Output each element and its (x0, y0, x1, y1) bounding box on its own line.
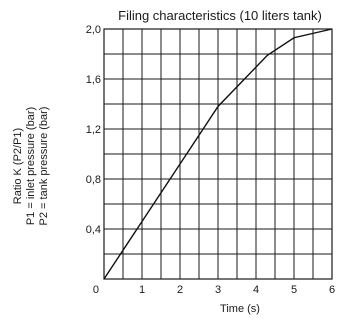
y-tick-label: 2,0 (86, 24, 101, 36)
y-tick-labels: 0,4 0,8 1,2 1,6 2,0 (86, 24, 101, 236)
x-tick-label: 5 (291, 284, 297, 296)
gridlines (104, 29, 332, 279)
series-line (103, 28, 333, 280)
x-axis-label: Time (s) (220, 303, 260, 315)
y-tick-label: 1,6 (86, 74, 101, 86)
x-tick-label: 4 (253, 284, 259, 296)
y-axis-label: Ratio K (P2/P1) P1 = inlet pressure (bar)… (12, 107, 50, 226)
x-tick-label: 1 (139, 284, 145, 296)
y-tick-label: 0,8 (86, 174, 101, 186)
y-axis-label-line: P2 = tank pressure (bar) (38, 107, 50, 226)
y-tick-label: 1,2 (86, 124, 101, 136)
chart-title: Filing characteristics (10 liters tank) (118, 8, 322, 23)
x-tick-label: 6 (329, 284, 335, 296)
x-tick-labels: 0 1 2 3 4 5 6 (93, 284, 335, 296)
x-tick-label: 2 (177, 284, 183, 296)
y-axis-label-line: P1 = inlet pressure (bar) (25, 107, 37, 225)
x-tick-label: 0 (93, 284, 99, 296)
y-tick-label: 0,4 (86, 224, 101, 236)
x-tick-label: 3 (215, 284, 221, 296)
plot-frame (103, 28, 333, 280)
y-axis-label-line: Ratio K (P2/P1) (12, 128, 24, 204)
